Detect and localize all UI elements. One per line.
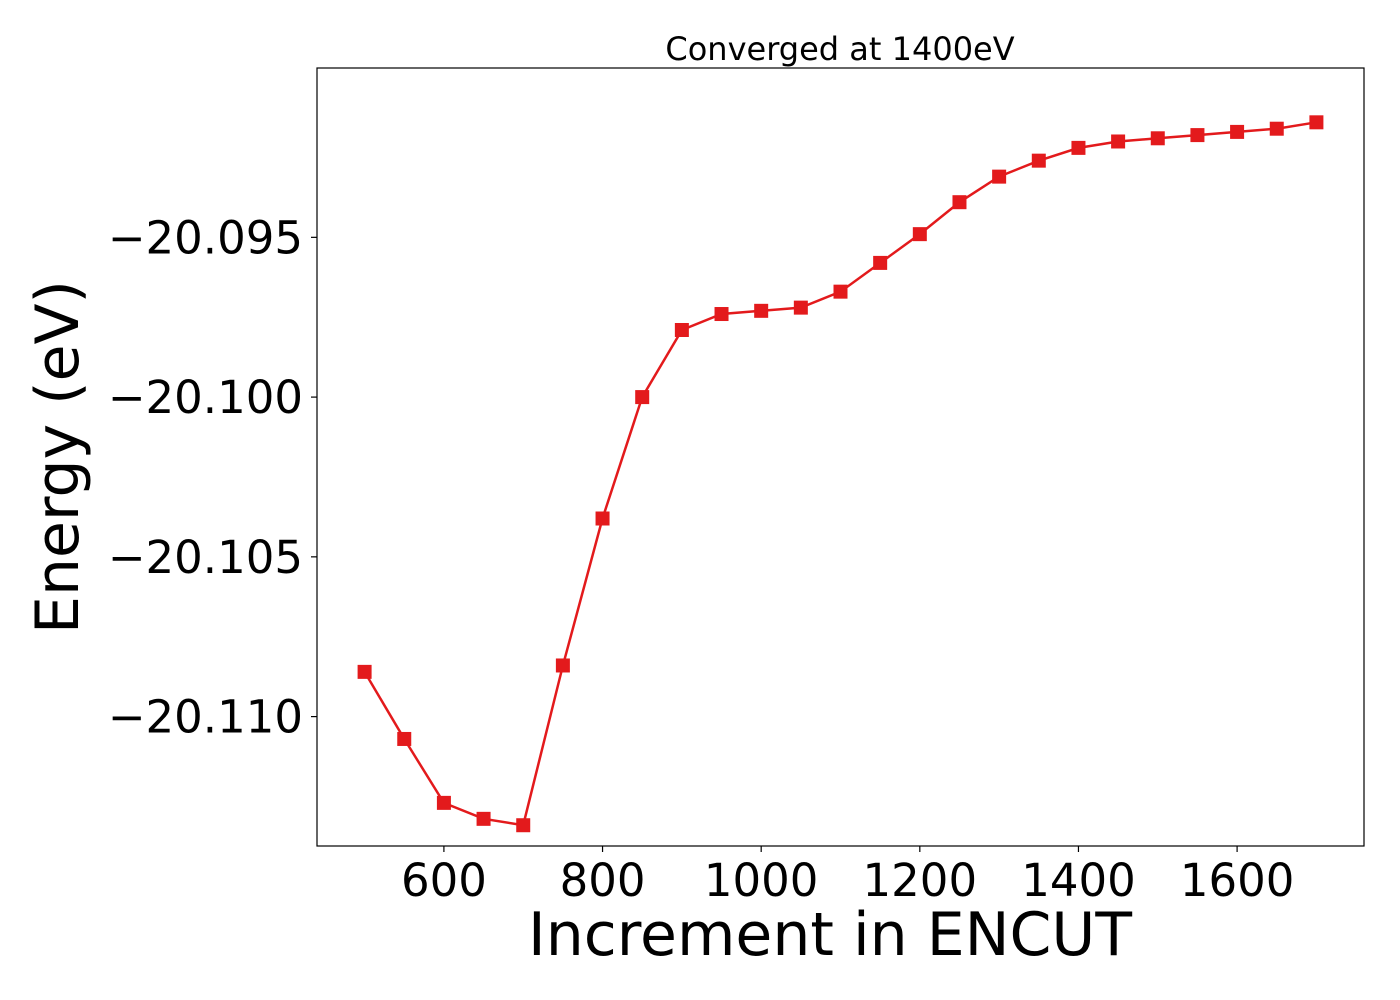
data-point-marker xyxy=(1150,131,1165,146)
data-point-marker xyxy=(1309,115,1324,130)
data-point-marker xyxy=(714,307,729,322)
x-tick-label: 1200 xyxy=(863,854,978,907)
x-tick-label: 1000 xyxy=(704,854,819,907)
data-point-marker xyxy=(555,658,570,673)
data-point-marker xyxy=(1190,128,1205,143)
data-point-marker xyxy=(952,195,967,210)
data-point-marker xyxy=(754,303,769,318)
series-line xyxy=(363,121,1317,827)
data-point-marker xyxy=(357,664,372,679)
y-axis: −20.110 −20.105 −20.100 −20.095 xyxy=(108,211,317,744)
y-tick-label: −20.110 xyxy=(108,691,303,744)
data-point-marker xyxy=(873,255,888,270)
data-point-marker xyxy=(912,227,927,242)
x-axis-label: Increment in ENCUT xyxy=(528,900,1132,970)
plot-area-frame xyxy=(316,67,1365,847)
data-point-marker xyxy=(476,811,491,826)
x-tick-label: 800 xyxy=(560,854,646,907)
data-point-marker xyxy=(674,322,689,337)
chart-title: Converged at 1400eV xyxy=(665,30,1014,68)
x-axis: 600 800 1000 1200 1400 1600 xyxy=(401,846,1294,907)
data-point-marker xyxy=(516,818,531,833)
series-layer xyxy=(357,115,1324,833)
data-point-marker xyxy=(595,511,610,526)
x-tick-label: 600 xyxy=(401,854,487,907)
x-tick-label: 1600 xyxy=(1180,854,1295,907)
data-point-marker xyxy=(992,169,1007,184)
data-point-marker xyxy=(397,731,412,746)
y-tick-label: −20.100 xyxy=(108,371,303,424)
data-point-marker xyxy=(793,300,808,315)
data-point-marker xyxy=(436,795,451,810)
data-point-marker xyxy=(1111,134,1126,149)
data-point-marker xyxy=(635,390,650,405)
y-axis-label: Energy (eV) xyxy=(23,280,93,634)
data-point-marker xyxy=(1031,153,1046,168)
y-tick-label: −20.095 xyxy=(108,211,303,264)
data-point-marker xyxy=(1071,140,1086,155)
data-point-marker xyxy=(833,284,848,299)
x-tick-label: 1400 xyxy=(1021,854,1136,907)
data-point-marker xyxy=(1269,121,1284,136)
data-point-marker xyxy=(1230,124,1245,139)
y-tick-label: −20.105 xyxy=(108,531,303,584)
